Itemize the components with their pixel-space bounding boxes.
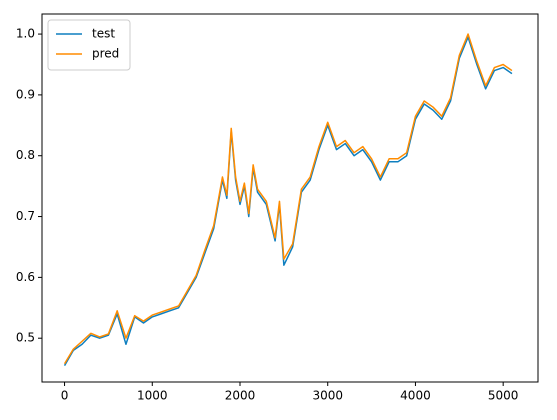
y-tick-label: 0.7 (16, 209, 35, 223)
legend-box (47, 19, 131, 71)
legend-label: test (92, 27, 115, 41)
y-tick-label: 0.9 (16, 87, 35, 101)
y-tick-label: 0.6 (16, 270, 35, 284)
y-tick-label: 0.5 (16, 331, 35, 345)
y-tick-label: 1.0 (16, 27, 35, 41)
y-tick-label: 0.8 (16, 148, 35, 162)
series-line (63, 36, 513, 366)
x-tick-label: 5000 (488, 389, 519, 403)
legend-label: pred (92, 47, 119, 61)
x-tick-label: 1000 (137, 389, 168, 403)
series-line (63, 33, 513, 365)
x-tick-label: 3000 (312, 389, 343, 403)
x-tick-label: 2000 (225, 389, 256, 403)
plot-frame (41, 13, 539, 383)
x-tick-label: 4000 (400, 389, 431, 403)
x-tick-label: 0 (61, 389, 69, 403)
